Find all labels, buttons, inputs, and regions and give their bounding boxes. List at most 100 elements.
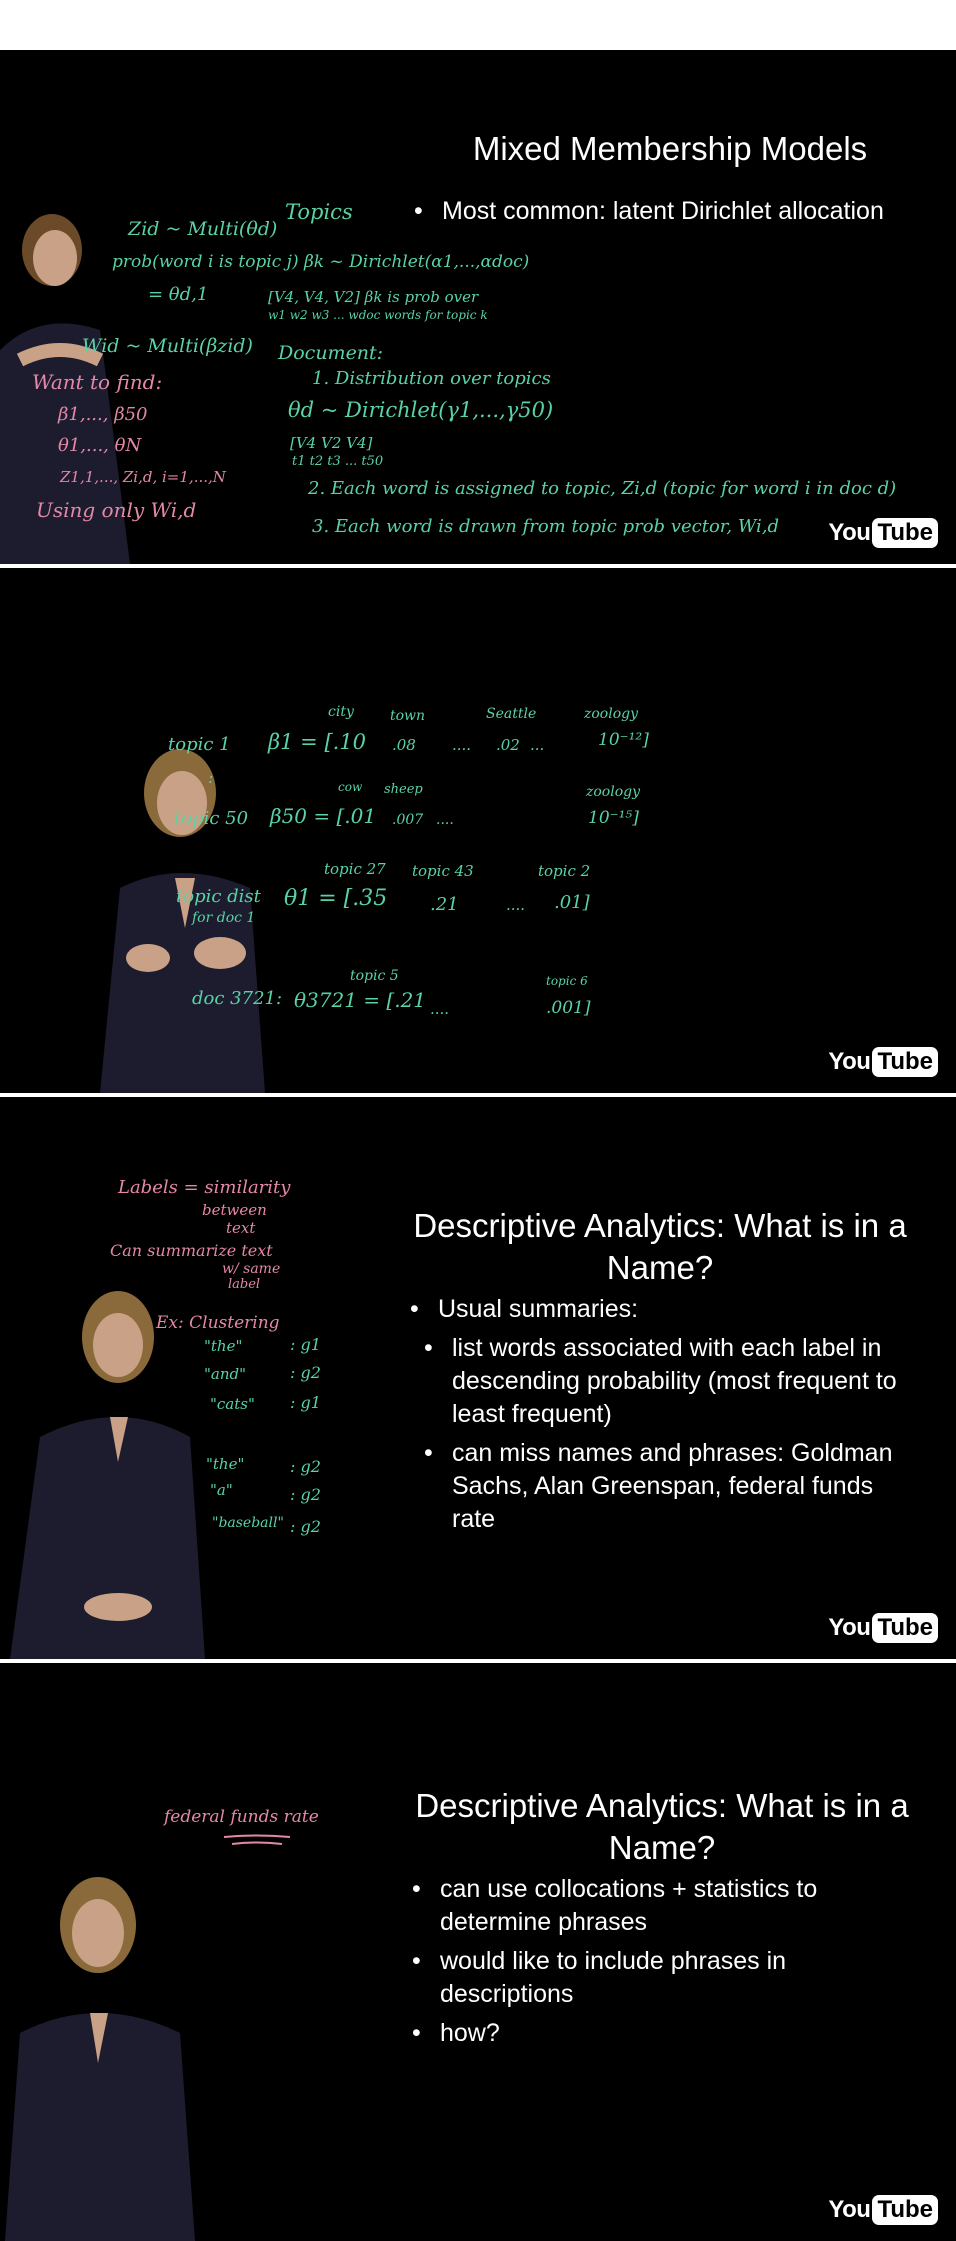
board-text: 3. Each word is drawn from topic prob ve…: [312, 516, 780, 537]
board-text: prob(word i is topic j) βk ~ Dirichlet(α…: [112, 252, 530, 272]
board-text: : g1: [290, 1335, 321, 1354]
board-text: topic 2: [538, 862, 591, 880]
board-text: Seattle: [486, 706, 537, 722]
board-text: "the": [206, 1455, 245, 1473]
youtube-logo[interactable]: You Tube: [828, 1613, 938, 1643]
video-frame-4[interactable]: Descriptive Analytics: What is in a Name…: [0, 1663, 956, 2241]
board-text: Zid ~ Multi(θd): [128, 218, 278, 240]
board-text: topic 27: [324, 860, 386, 878]
board-text: w1 w2 w3 ... wdoc words for topic k: [268, 308, 488, 322]
board-text: text: [226, 1219, 256, 1237]
board-text: 10⁻¹⁵]: [588, 808, 639, 828]
board-text: Can summarize text: [110, 1241, 273, 1260]
board-text: federal funds rate: [164, 1807, 319, 1827]
board-text: 1. Distribution over topics: [312, 368, 551, 389]
board-text: Want to find:: [32, 370, 163, 394]
board-text: β50 = [.01: [270, 804, 377, 828]
board-text: ....: [436, 812, 454, 828]
logo-you: You: [828, 2196, 871, 2223]
slide-title: Mixed Membership Models: [472, 130, 868, 167]
video-frame-2[interactable]: city town Seattle zoology topic 1 β1 = […: [0, 568, 956, 1093]
board-text: label: [228, 1277, 261, 1292]
board-text: topic 50: [174, 808, 249, 829]
bullet: can miss names and phrases: Goldman Sach…: [410, 1437, 920, 1536]
underline-mark: [223, 1834, 291, 1845]
youtube-logo[interactable]: You Tube: [828, 2195, 938, 2225]
board-text: :: [208, 768, 214, 787]
slide-bullets: can use collocations + statistics to det…: [412, 1873, 912, 2056]
board-text: Ex: Clustering: [156, 1313, 280, 1333]
board-text: .001]: [546, 998, 591, 1018]
presenter-image: [0, 214, 130, 564]
board-text: "cats": [210, 1395, 255, 1413]
board-text: Topics: [285, 200, 353, 224]
board-text: ....: [452, 736, 472, 754]
board-text: topic 5: [350, 968, 399, 984]
board-text: ....: [430, 1000, 450, 1018]
bullet: Most common: latent Dirichlet allocation: [414, 195, 894, 228]
board-text: Using only Wi,d: [36, 498, 197, 522]
slide-bullets: Most common: latent Dirichlet allocation: [414, 195, 894, 234]
board-text: .21: [430, 894, 459, 915]
board-text: Z1,1,..., Zi,d, i=1,...,N: [60, 468, 226, 486]
presenter-image: [100, 749, 265, 1093]
board-text: = θd,1: [148, 284, 209, 305]
logo-tube: Tube: [872, 2195, 938, 2225]
slide-title: Descriptive Analytics: What is in a Name…: [413, 1207, 907, 1286]
youtube-logo[interactable]: You Tube: [828, 518, 938, 548]
board-text: θ3721 = [.21: [294, 988, 427, 1012]
board-text: t1 t2 t3 ... t50: [292, 454, 384, 469]
board-text: between: [202, 1201, 267, 1219]
video-frame-3[interactable]: Descriptive Analytics: What is in a Name…: [0, 1097, 956, 1659]
youtube-logo[interactable]: You Tube: [828, 1047, 938, 1077]
logo-you: You: [828, 519, 871, 546]
bullet: list words associated with each label in…: [410, 1332, 920, 1431]
logo-tube: Tube: [872, 1047, 938, 1077]
board-text: topic 43: [412, 862, 474, 880]
board-text: ....: [506, 896, 526, 914]
board-text: β1 = [.10: [268, 730, 367, 754]
board-text: [V4 V2 V4]: [290, 434, 373, 452]
logo-tube: Tube: [872, 518, 938, 548]
board-text: : g1: [290, 1393, 321, 1412]
presenter-image: [5, 1877, 195, 2241]
board-text: town: [390, 708, 426, 724]
presenter-image: [10, 1291, 205, 1659]
board-text: 10⁻¹²]: [598, 730, 649, 750]
board-text: θ1,..., θN: [58, 435, 142, 456]
board-text: zoology: [584, 706, 639, 722]
board-text: "a": [210, 1481, 233, 1499]
board-text: "baseball": [212, 1515, 284, 1531]
board-text: : g2: [290, 1485, 321, 1504]
board-text: 2. Each word is assigned to topic, Zi,d …: [308, 478, 897, 499]
board-text: ...: [530, 736, 545, 754]
board-text: β1,..., β50: [58, 404, 148, 425]
board-text: .007: [392, 812, 424, 828]
board-text: .02: [496, 736, 520, 754]
board-text: Document:: [278, 342, 384, 364]
logo-you: You: [828, 1614, 871, 1641]
bullet: how?: [412, 2017, 912, 2050]
slide-bullets: Usual summaries: list words associated w…: [410, 1293, 920, 1542]
bullet: Usual summaries:: [410, 1293, 920, 1326]
board-text: "the": [204, 1337, 243, 1355]
board-text: : g2: [290, 1457, 321, 1476]
slide-title: Descriptive Analytics: What is in a Name…: [415, 1787, 909, 1866]
logo-tube: Tube: [872, 1613, 938, 1643]
board-text: θd ~ Dirichlet(γ1,...,γ50): [288, 398, 554, 422]
board-text: topic 1: [168, 734, 231, 755]
video-frame-1[interactable]: Mixed Membership Models Most common: lat…: [0, 50, 956, 564]
board-text: : g2: [290, 1363, 321, 1382]
board-text: topic dist: [176, 886, 261, 907]
board-text: cow: [338, 780, 363, 794]
board-text: for doc 1: [192, 910, 256, 926]
board-text: θ1 = [.35: [284, 886, 388, 911]
board-text: .01]: [554, 892, 590, 913]
bullet: would like to include phrases in descrip…: [412, 1945, 912, 2011]
bullet: can use collocations + statistics to det…: [412, 1873, 912, 1939]
board-text: : g2: [290, 1517, 321, 1536]
board-text: w/ same: [222, 1261, 281, 1277]
board-text: zoology: [586, 784, 641, 800]
board-text: Wid ~ Multi(βzid): [82, 335, 253, 357]
board-text: .08: [392, 736, 416, 754]
